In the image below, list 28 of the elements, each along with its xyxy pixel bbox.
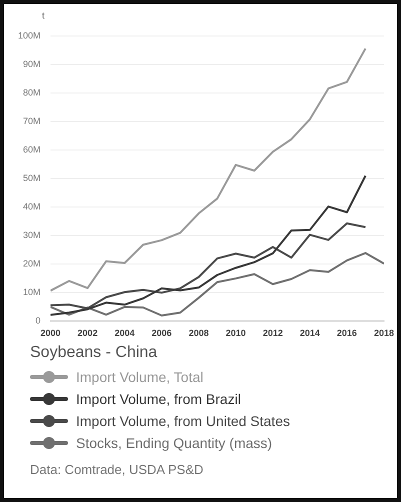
legend-label: Stocks, Ending Quantity (mass) <box>76 435 272 451</box>
y-tick-label: 60M <box>23 144 41 155</box>
y-tick-label: 100M <box>18 30 41 40</box>
y-tick-label: 80M <box>23 88 41 98</box>
y-tick-label: 90M <box>23 59 41 70</box>
x-tick-label: 2004 <box>114 328 135 338</box>
x-tick-label: 2016 <box>336 328 357 338</box>
x-tick-label: 2010 <box>226 328 246 338</box>
x-tick-label: 2012 <box>262 328 283 338</box>
x-tick-label: 2002 <box>78 328 98 338</box>
y-tick-label: 40M <box>23 202 41 212</box>
x-tick-label: 2014 <box>300 328 320 338</box>
y-tick-label: 70M <box>23 116 41 126</box>
y-tick-label: 20M <box>23 258 41 269</box>
legend-label: Import Volume, from United States <box>76 413 290 429</box>
legend-title: Soybeans - China <box>30 344 158 362</box>
x-tick-label: 2018 <box>374 328 394 338</box>
legend-label: Import Volume, from Brazil <box>76 391 241 407</box>
x-tick-label: 2008 <box>188 328 209 338</box>
text: Data: Comtrade, USDA PS&D <box>30 462 204 477</box>
y-tick-label: 0 <box>36 316 41 326</box>
legend-label: Import Volume, Total <box>76 369 204 385</box>
y-tick-label: 50M <box>23 173 41 184</box>
y-axis-title: t <box>42 10 45 20</box>
x-tick-label: 2000 <box>40 328 61 338</box>
y-tick-label: 10M <box>23 287 41 298</box>
y-tick-label: 30M <box>23 230 41 240</box>
x-tick-label: 2006 <box>152 328 172 338</box>
